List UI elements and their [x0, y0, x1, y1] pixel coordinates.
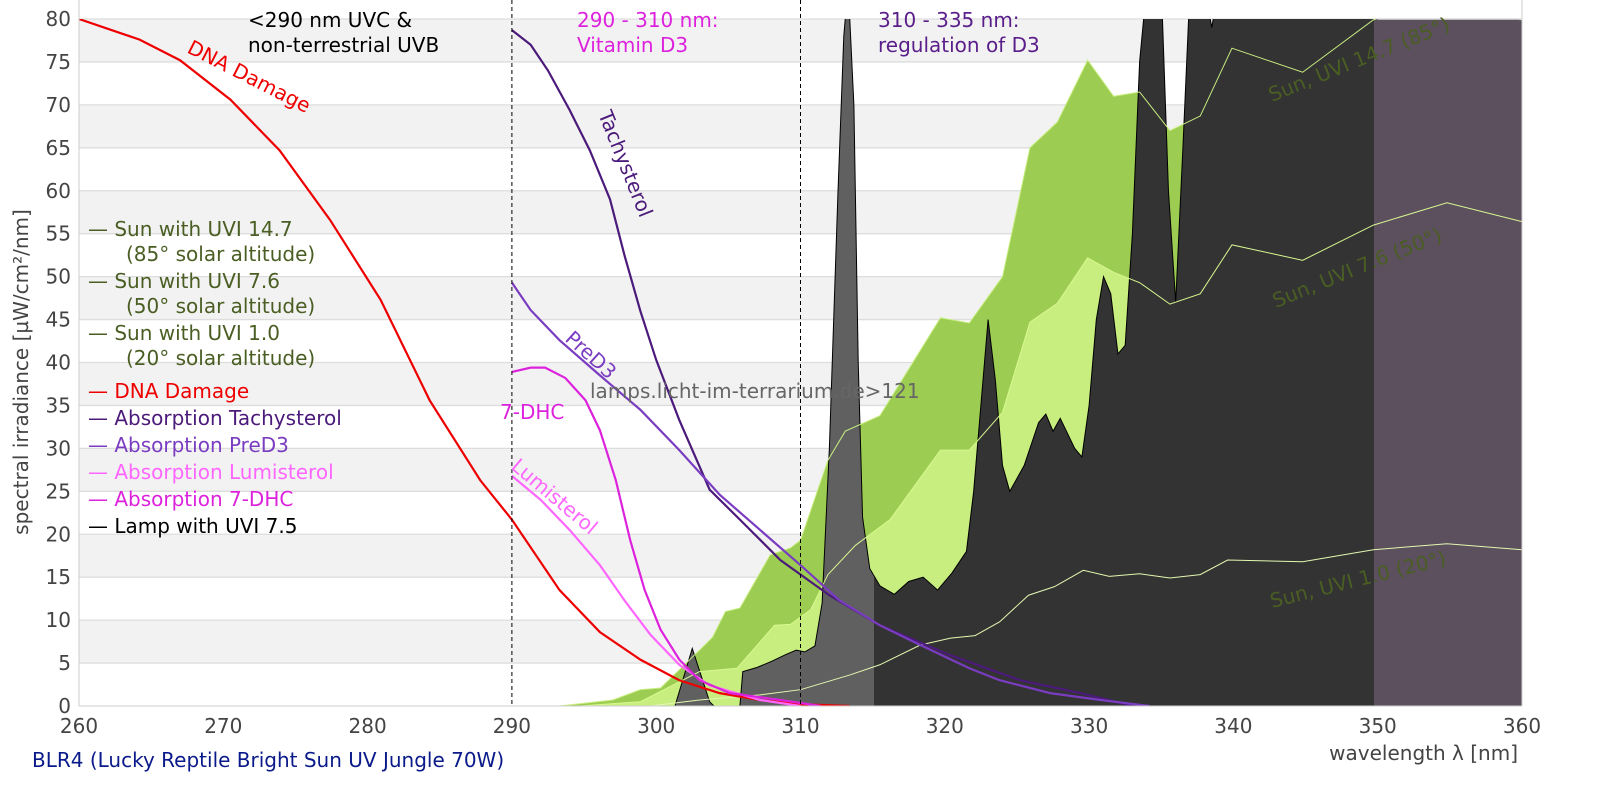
x-tick-label: 340 — [1214, 714, 1252, 738]
y-tick-label: 20 — [46, 522, 71, 546]
region-regulation-label: 310 - 335 nm: — [878, 8, 1020, 32]
sun-uvi-7-6-line — [579, 202, 1522, 706]
legend-item: — Sun with UVI 7.6(50° solar altitude) — [88, 269, 315, 318]
chart-title: BLR4 (Lucky Reptile Bright Sun UV Jungle… — [32, 748, 504, 772]
absorption-7-dhc-curve — [511, 366, 821, 706]
visible-region-band — [1377, 19, 1522, 706]
absorption-tachysterol-curve — [511, 29, 1133, 706]
lamp-area-uvb — [674, 19, 874, 706]
legend-label: — Absorption PreD3 — [88, 433, 289, 457]
x-tick-label: 320 — [926, 714, 964, 738]
legend-label: — DNA Damage — [88, 379, 249, 403]
legend-item: — Absorption 7-DHC — [88, 487, 293, 511]
axes: 0 5 10 15 20 25 30 35 40 45 50 55 60 65 70 75 80 260 270 28… — [46, 0, 1541, 738]
region-regulation-label-2: regulation of D3 — [878, 33, 1040, 57]
legend-item: — Absorption Tachysterol — [88, 406, 342, 430]
region-vitd-label: 290 - 310 nm: — [577, 8, 719, 32]
plot-area — [79, 19, 1522, 706]
y-tick-label: 40 — [46, 351, 71, 375]
y-tick-label: 0 — [58, 694, 71, 718]
y-tick-label: 30 — [46, 436, 71, 460]
absorption-pred3-curve — [510, 282, 1150, 706]
legend-item: — Absorption PreD3 — [88, 433, 289, 457]
dna-damage-curve — [79, 19, 850, 706]
x-tick-label: 300 — [637, 714, 675, 738]
x-tick-label: 290 — [493, 714, 531, 738]
absorption-lumisterol-curve — [511, 475, 801, 706]
region-vitd-label-2: Vitamin D3 — [577, 33, 688, 57]
y-tick-label: 25 — [46, 479, 71, 503]
legend-item: — Absorption Lumisterol — [88, 460, 334, 484]
legend-item: — Lamp with UVI 7.5 — [88, 514, 297, 538]
x-tick-label: 330 — [1070, 714, 1108, 738]
legend-label: — Lamp with UVI 7.5 — [88, 514, 297, 538]
legend: — Sun with UVI 14.7(85° solar altitude)—… — [88, 217, 342, 538]
legend-label: — Sun with UVI 1.0 — [88, 321, 280, 345]
y-tick-label: 15 — [46, 565, 71, 589]
sun-uvi-14-7-line — [559, 19, 1522, 706]
x-tick-label: 350 — [1359, 714, 1397, 738]
legend-label: — Absorption Tachysterol — [88, 406, 342, 430]
legend-item: — Sun with UVI 1.0(20° solar altitude) — [88, 321, 315, 370]
legend-label-sub: (50° solar altitude) — [126, 294, 315, 318]
x-tick-label: 270 — [204, 714, 242, 738]
y-tick-label: 50 — [46, 265, 71, 289]
legend-label-sub: (85° solar altitude) — [126, 242, 315, 266]
sun-uvi-1-0-line — [650, 543, 1522, 706]
lamp-area-uva — [874, 19, 1374, 706]
x-axis-label: wavelength λ [nm] — [1329, 741, 1518, 765]
watermark: lamps.licht-im-terrarium.de>121 — [590, 379, 920, 403]
region-uvc-label-2: non-terrestrial UVB — [248, 33, 439, 57]
legend-label-sub: (20° solar altitude) — [126, 346, 315, 370]
y-tick-label: 10 — [46, 608, 71, 632]
legend-label: — Absorption Lumisterol — [88, 460, 334, 484]
y-tick-label: 65 — [46, 136, 71, 160]
x-tick-label: 310 — [781, 714, 819, 738]
y-tick-label: 55 — [46, 222, 71, 246]
7dhc-curve-label: 7-DHC — [500, 400, 564, 424]
x-tick-label: 260 — [60, 714, 98, 738]
legend-item: — DNA Damage — [88, 379, 249, 403]
legend-label: — Sun with UVI 14.7 — [88, 217, 293, 241]
y-tick-label: 75 — [46, 50, 71, 74]
legend-item: — Sun with UVI 14.7(85° solar altitude) — [88, 217, 315, 266]
legend-label: — Absorption 7-DHC — [88, 487, 293, 511]
y-tick-label: 60 — [46, 179, 71, 203]
legend-label: — Sun with UVI 7.6 — [88, 269, 280, 293]
region-uvc-label: <290 nm UVC & — [248, 8, 412, 32]
x-tick-label: 360 — [1503, 714, 1541, 738]
y-tick-label: 45 — [46, 308, 71, 332]
y-tick-label: 70 — [46, 93, 71, 117]
y-tick-label: 80 — [46, 7, 71, 31]
y-tick-label: 35 — [46, 393, 71, 417]
y-tick-label: 5 — [58, 651, 71, 675]
y-axis-label: spectral irradiance [µW/cm²/nm] — [9, 209, 33, 535]
x-tick-label: 280 — [349, 714, 387, 738]
